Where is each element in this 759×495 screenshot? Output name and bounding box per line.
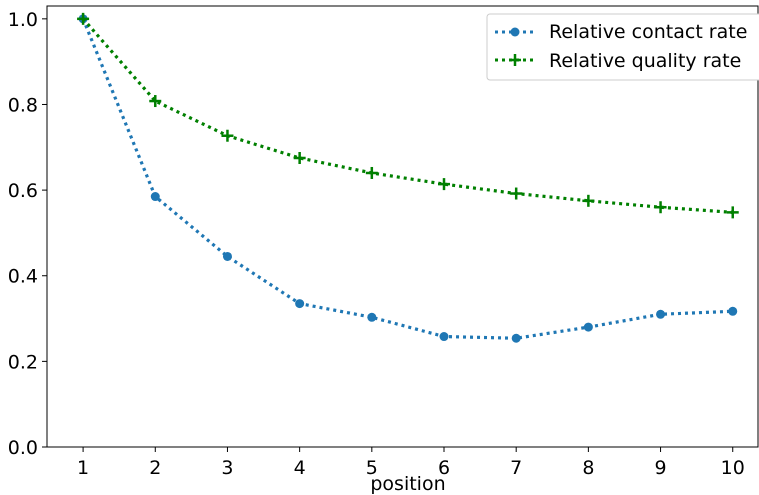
data-point <box>149 95 162 108</box>
legend-label-quality: Relative quality rate <box>549 50 741 72</box>
x-axis-label: position <box>370 473 445 495</box>
data-point <box>221 129 234 142</box>
legend-box <box>486 13 759 81</box>
legend-marker-quality <box>509 54 521 66</box>
y-axis: 0.0 0.2 0.4 0.6 0.8 1.0 <box>8 9 47 459</box>
x-tick-label: 5 <box>366 457 378 479</box>
x-tick-label: 1 <box>77 457 89 479</box>
data-point <box>583 322 593 332</box>
data-point <box>365 166 378 179</box>
x-axis: 1 2 3 4 5 6 7 8 9 10 <box>77 447 745 479</box>
series-quality-rate <box>77 12 739 219</box>
legend-marker-contact <box>510 27 520 37</box>
y-tick-label: 0.2 <box>8 351 38 373</box>
data-point <box>77 12 90 25</box>
data-point <box>654 201 667 214</box>
data-point <box>438 178 451 191</box>
x-tick-label: 10 <box>721 457 745 479</box>
data-point <box>293 151 306 164</box>
data-point <box>295 299 305 309</box>
x-tick-label: 6 <box>438 457 450 479</box>
series-line <box>81 18 733 340</box>
legend-label-contact: Relative contact rate <box>549 21 747 43</box>
x-tick-label: 8 <box>582 457 594 479</box>
data-point <box>511 333 521 343</box>
x-tick-label: 2 <box>149 457 161 479</box>
data-point <box>222 251 232 261</box>
series-layer <box>77 12 739 343</box>
y-tick-label: 0.8 <box>8 94 38 116</box>
data-point <box>439 332 449 342</box>
x-tick-label: 9 <box>655 457 667 479</box>
x-tick-label: 3 <box>221 457 233 479</box>
data-point <box>150 192 160 202</box>
y-tick-label: 0.6 <box>8 180 38 202</box>
y-tick-label: 0.0 <box>8 437 38 459</box>
data-point <box>728 306 738 316</box>
y-tick-label: 0.4 <box>8 266 38 288</box>
data-point <box>367 312 377 322</box>
data-point <box>726 206 739 219</box>
legend: Relative contact rate Relative quality r… <box>486 13 759 81</box>
data-point <box>582 194 595 207</box>
series-line <box>81 17 733 214</box>
x-tick-label: 4 <box>294 457 306 479</box>
x-tick-label: 7 <box>510 457 522 479</box>
y-tick-label: 1.0 <box>8 9 38 31</box>
data-point <box>510 187 523 200</box>
data-point <box>656 309 666 319</box>
